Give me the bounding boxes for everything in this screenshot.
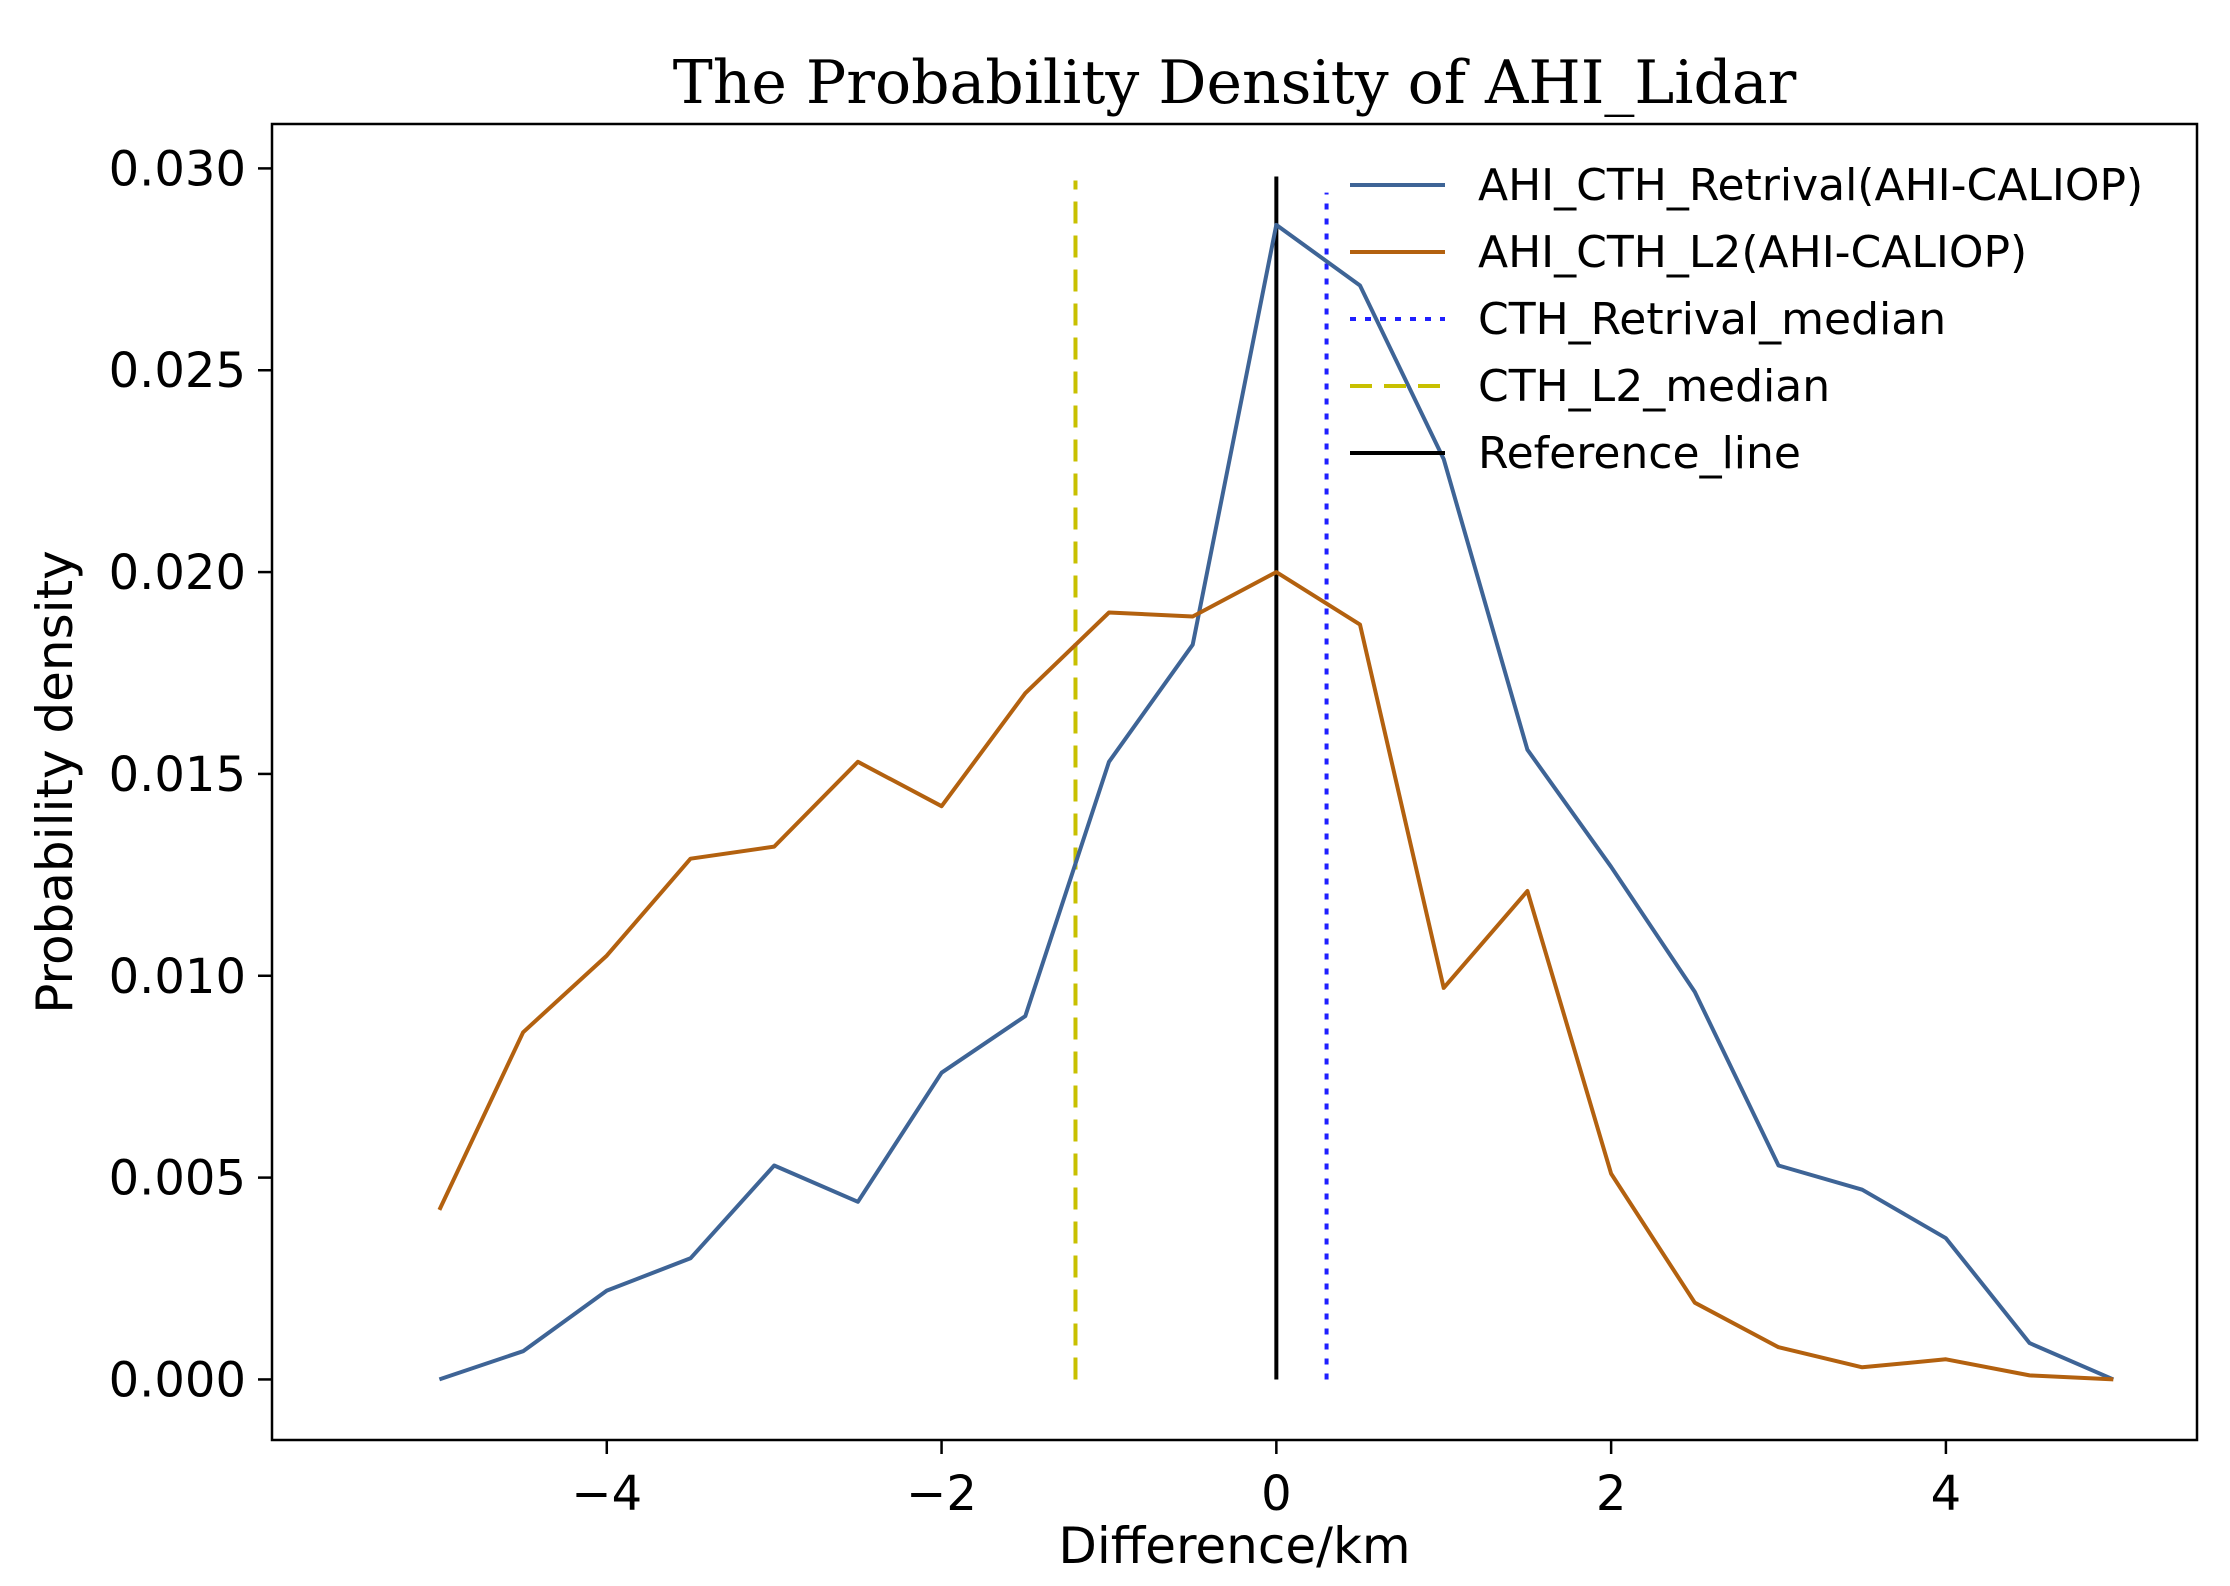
legend-label: AHI_CTH_L2(AHI-CALIOP)	[1478, 227, 2027, 278]
x-tick-label: 2	[1596, 1466, 1627, 1522]
legend-label: CTH_L2_median	[1478, 361, 1830, 412]
legend-label: CTH_Retrival_median	[1478, 294, 1946, 345]
y-tick-label: 0.000	[109, 1352, 246, 1408]
y-axis: 0.000 0.005 0.010 0.015 0.020 0.025 0.030	[109, 141, 272, 1408]
y-tick-label: 0.020	[109, 545, 246, 601]
series-layer	[437, 222, 2115, 1382]
x-tick-label: 4	[1931, 1466, 1962, 1522]
plot-frame	[270, 122, 2199, 1442]
y-tick-label: 0.015	[109, 747, 246, 803]
legend: AHI_CTH_Retrival(AHI-CALIOP) AHI_CTH_L2(A…	[1350, 160, 2143, 479]
series-line-retrival	[438, 222, 2115, 1382]
x-tick-label: −4	[571, 1466, 642, 1522]
x-tick-label: −2	[906, 1466, 977, 1522]
legend-label: AHI_CTH_Retrival(AHI-CALIOP)	[1478, 160, 2143, 211]
chart-title: The Probability Density of AHI_Lidar	[673, 48, 1797, 118]
legend-label: Reference_line	[1478, 428, 1801, 479]
series-line-l2	[437, 570, 2114, 1382]
x-tick-label: 0	[1261, 1466, 1292, 1522]
y-tick-label: 0.010	[109, 949, 246, 1005]
x-axis: −4 −2 0 2 4	[571, 1440, 1961, 1522]
x-axis-label: Difference/km	[1058, 1517, 1410, 1575]
y-tick-label: 0.025	[109, 343, 246, 399]
y-tick-label: 0.030	[109, 141, 246, 197]
y-tick-label: 0.005	[109, 1151, 246, 1207]
vlines-layer	[1073, 176, 1329, 1380]
y-axis-label: Probability density	[26, 550, 84, 1014]
